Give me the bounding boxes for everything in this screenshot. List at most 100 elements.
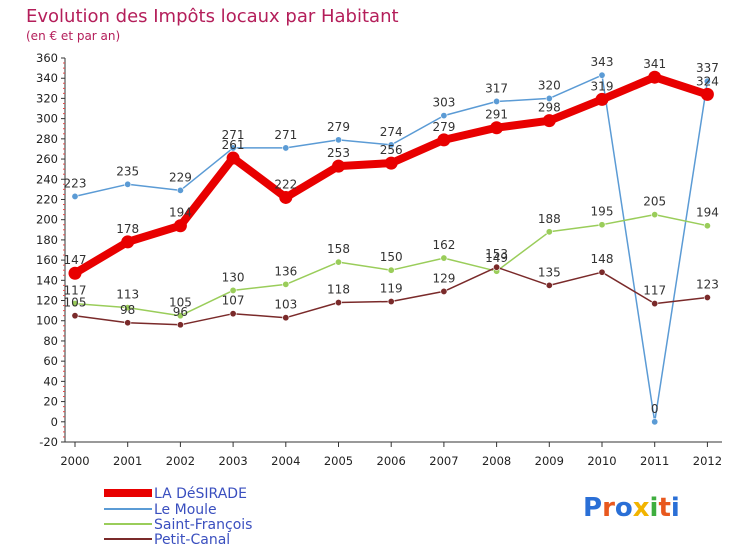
- data-labels: 223 235 229 271 271 279 274 303 317 320 343 0 337 117…: [64, 55, 719, 416]
- data-point: [651, 211, 659, 219]
- data-point: [387, 266, 395, 274]
- data-label: 341: [643, 57, 666, 71]
- data-label: 103: [274, 298, 297, 312]
- y-ticks: -20 0 20 40 60 80 100 120 140 160 180 200 220 240 260 2…: [36, 51, 65, 449]
- data-label: 0: [651, 402, 659, 416]
- data-point: [437, 133, 451, 147]
- y-tick-label: 140: [36, 273, 58, 287]
- y-tick-label: 80: [43, 334, 58, 348]
- x-tick-label: 2001: [113, 454, 142, 468]
- data-label: 178: [116, 222, 139, 236]
- data-point: [490, 121, 504, 135]
- data-label: 279: [432, 120, 455, 134]
- x-tick-label: 2000: [60, 454, 89, 468]
- data-point: [71, 312, 79, 320]
- y-tick-label: 360: [36, 51, 58, 65]
- data-label: 147: [64, 253, 87, 267]
- data-label: 123: [696, 277, 719, 291]
- data-label: 324: [696, 74, 719, 88]
- data-point: [71, 192, 79, 200]
- data-point: [595, 92, 609, 106]
- y-tick-label: 240: [36, 172, 58, 186]
- x-tick-label: 2002: [166, 454, 195, 468]
- y-tick-label: 60: [43, 354, 58, 368]
- data-label: 271: [274, 128, 297, 142]
- y-tick-label: 340: [36, 71, 58, 85]
- data-point: [703, 222, 711, 230]
- data-label: 105: [64, 296, 87, 310]
- data-point: [545, 281, 553, 289]
- legend-label-la-desirade: LA DéSIRADE: [154, 486, 247, 502]
- data-label: 303: [432, 96, 455, 110]
- data-label: 162: [432, 238, 455, 252]
- data-label: 135: [538, 265, 561, 279]
- data-point: [545, 94, 553, 102]
- data-label: 149: [485, 251, 508, 265]
- data-label: 98: [120, 303, 135, 317]
- x-tick-label: 2005: [324, 454, 353, 468]
- x-tick-label: 2004: [271, 454, 300, 468]
- data-label: 118: [327, 283, 350, 297]
- x-tick-label: 2010: [587, 454, 616, 468]
- data-point: [387, 298, 395, 306]
- data-point: [68, 266, 82, 280]
- y-tick-label: 200: [36, 213, 58, 227]
- chart-subtitle: (en € et par an): [26, 29, 120, 43]
- data-point: [493, 97, 501, 105]
- data-point: [124, 319, 132, 327]
- data-point: [176, 312, 184, 320]
- y-tick-label: 160: [36, 253, 58, 267]
- proxiti-logo: Proxiti: [583, 493, 680, 523]
- data-label: 229: [169, 170, 192, 184]
- data-point: [440, 287, 448, 295]
- data-point: [121, 235, 135, 249]
- legend-label-saint-francois: Saint-François: [154, 517, 252, 533]
- data-label: 195: [591, 205, 614, 219]
- data-point: [598, 71, 606, 79]
- data-label: 148: [591, 252, 614, 266]
- data-point: [651, 418, 659, 426]
- data-point: [334, 299, 342, 307]
- data-label: 129: [432, 271, 455, 285]
- y-tick-label: 100: [36, 314, 58, 328]
- x-tick-label: 2012: [693, 454, 722, 468]
- data-label: 317: [485, 81, 508, 95]
- data-point: [229, 286, 237, 294]
- data-label: 298: [538, 101, 561, 115]
- y-tick-label: 20: [43, 395, 58, 409]
- x-tick-label: 2009: [535, 454, 564, 468]
- data-point: [229, 310, 237, 318]
- data-point: [545, 228, 553, 236]
- y-tick-label: 220: [36, 192, 58, 206]
- chart-title: Evolution des Impôts locaux par Habitant: [26, 6, 399, 27]
- data-point: [384, 156, 398, 170]
- x-ticks: 2000 2001 2002 2003 2004 2005 2006 2007 2008 2009…: [60, 442, 722, 468]
- data-label: 194: [696, 206, 719, 220]
- data-point: [332, 159, 345, 173]
- data-label: 158: [327, 242, 350, 256]
- data-label: 337: [696, 61, 719, 75]
- legend-label-le-moule: Le Moule: [154, 502, 217, 518]
- data-label: 105: [169, 296, 192, 310]
- data-point: [542, 114, 556, 128]
- legend-label-petit-canal: Petit-Canal: [154, 532, 230, 548]
- x-tick-label: 2008: [482, 454, 511, 468]
- data-label: 320: [538, 78, 561, 92]
- data-label: 253: [327, 146, 350, 160]
- data-label: 279: [327, 120, 350, 134]
- data-label: 130: [222, 270, 245, 284]
- data-point: [279, 190, 293, 204]
- data-point: [71, 300, 79, 308]
- data-label: 194: [169, 206, 192, 220]
- data-label: 136: [274, 264, 297, 278]
- x-tick-label: 2007: [429, 454, 458, 468]
- data-point: [598, 221, 606, 229]
- data-point: [493, 263, 501, 271]
- y-tick-label: 320: [36, 91, 58, 105]
- data-label: 153: [485, 247, 508, 261]
- data-label: 117: [643, 284, 666, 298]
- data-point: [226, 151, 240, 165]
- y-tick-label: -20: [39, 435, 58, 449]
- y-tick-label: 300: [36, 112, 58, 126]
